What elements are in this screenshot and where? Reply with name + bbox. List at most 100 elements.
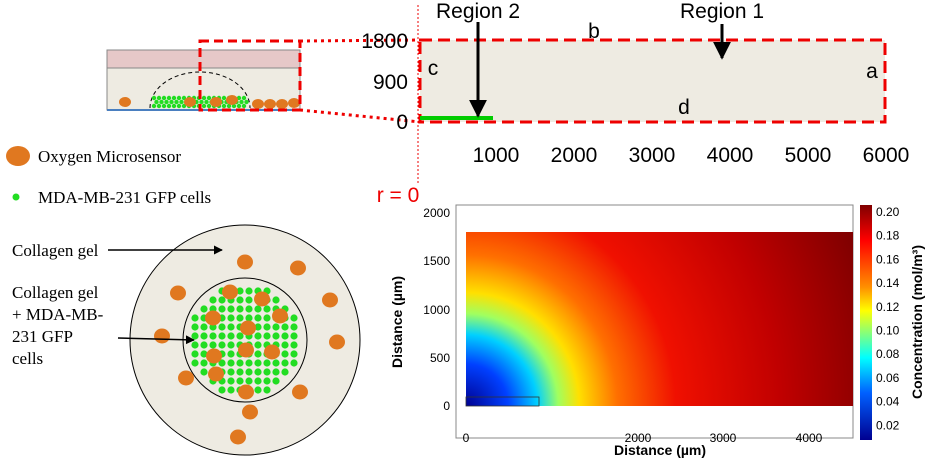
cell-dot bbox=[218, 296, 226, 304]
cell-dot bbox=[227, 341, 235, 349]
cell-dot bbox=[263, 377, 271, 385]
cell-dot bbox=[245, 377, 253, 385]
cell-dot bbox=[236, 332, 244, 340]
cell-dot bbox=[191, 314, 199, 322]
y-tick-label: 900 bbox=[373, 71, 408, 94]
cell-dot bbox=[254, 377, 262, 385]
cell-dot bbox=[290, 332, 298, 340]
sensor-dot bbox=[230, 429, 246, 445]
cell-dot bbox=[236, 103, 242, 109]
label: Collagen gel bbox=[12, 283, 99, 302]
medium bbox=[106, 49, 301, 69]
sensor-dot bbox=[290, 260, 306, 276]
label: 231 GFP bbox=[12, 327, 73, 346]
colorbar-tick-label: 0.02 bbox=[876, 418, 900, 432]
cell-dome bbox=[149, 71, 251, 109]
sensor-dot bbox=[238, 342, 254, 358]
cell-dot bbox=[281, 323, 289, 331]
zoom-line bbox=[299, 38, 421, 43]
cell-dot bbox=[200, 341, 208, 349]
cell-dot bbox=[272, 377, 280, 385]
cell-dot bbox=[204, 99, 209, 105]
cell-dot bbox=[227, 332, 235, 340]
colorbar-tick-label: 0.06 bbox=[876, 371, 900, 385]
cell-dot bbox=[281, 341, 289, 349]
x-tick-label: 2000 bbox=[551, 144, 598, 167]
sensor-dot bbox=[170, 285, 186, 301]
colorbar-tick-label: 0.18 bbox=[876, 229, 900, 243]
cell-dot bbox=[191, 341, 199, 349]
sensor-dot bbox=[222, 284, 238, 300]
colorbar-tick-label: 0.10 bbox=[876, 324, 900, 338]
zoom-box bbox=[198, 39, 302, 112]
cell-dot bbox=[239, 99, 244, 105]
cell-dot bbox=[218, 341, 226, 349]
sensor-dot bbox=[240, 320, 256, 336]
sensor-dot bbox=[242, 404, 258, 420]
arrow bbox=[117, 335, 195, 345]
colorbar bbox=[860, 205, 872, 440]
cell-dot bbox=[281, 350, 289, 358]
cell-dot bbox=[290, 323, 298, 331]
cell-dot bbox=[151, 103, 157, 109]
sensor-dot bbox=[264, 99, 276, 109]
cell-dot bbox=[254, 368, 262, 376]
side-schematic bbox=[106, 38, 421, 124]
colorbar-tick-label: 0.14 bbox=[876, 276, 900, 290]
cell-dot bbox=[227, 377, 235, 385]
cell-dot bbox=[227, 305, 235, 313]
cell-dot bbox=[254, 314, 262, 322]
cell-dot bbox=[245, 359, 253, 367]
edge-label: a bbox=[866, 60, 878, 83]
cell-dot bbox=[200, 305, 208, 313]
cell-dot bbox=[241, 103, 247, 109]
colorbar-tick-label: 0.04 bbox=[876, 395, 900, 409]
legend-label: Oxygen Microsensor bbox=[38, 147, 181, 166]
cell-dot bbox=[221, 95, 227, 101]
cell-dot bbox=[209, 332, 217, 340]
sensor-dot bbox=[288, 98, 300, 108]
cell-dot bbox=[166, 103, 172, 109]
colorbar-tick-label: 0.12 bbox=[876, 300, 900, 314]
cell-dot bbox=[164, 99, 169, 105]
cell-dot bbox=[236, 287, 244, 295]
x-tick-label: 6000 bbox=[863, 144, 910, 167]
cell-dot bbox=[227, 386, 235, 394]
colorbar-label: Concentration (mol/m³) bbox=[909, 245, 925, 399]
cell-dot bbox=[227, 323, 235, 331]
cell-dot bbox=[263, 332, 271, 340]
sensor-dot bbox=[237, 254, 253, 270]
domain: Region 2 Region 1 b a c d 1800 900 0 100… bbox=[361, 0, 909, 207]
cell-dot bbox=[236, 368, 244, 376]
cell-dot bbox=[245, 296, 253, 304]
cell-dot bbox=[176, 103, 182, 109]
sensor-dot bbox=[276, 99, 288, 109]
cell-dot bbox=[245, 287, 253, 295]
cell-dot bbox=[159, 99, 164, 105]
cell-dot bbox=[272, 332, 280, 340]
cell-dot bbox=[281, 359, 289, 367]
cell-dot bbox=[281, 368, 289, 376]
y-tick-label: 500 bbox=[430, 351, 450, 365]
cell-dot bbox=[263, 314, 271, 322]
cell-dot bbox=[290, 359, 298, 367]
cell-dot bbox=[226, 103, 232, 109]
edge-label: c bbox=[428, 57, 439, 80]
sensor-dot bbox=[208, 366, 224, 382]
label: cells bbox=[12, 349, 43, 368]
cell-dot bbox=[201, 103, 207, 109]
sensor-dot bbox=[238, 384, 254, 400]
y-tick-label: 1800 bbox=[361, 30, 408, 53]
cell-icon bbox=[12, 193, 20, 201]
cell-dot bbox=[201, 95, 207, 101]
sensor-dot bbox=[178, 370, 194, 386]
cell-dot bbox=[254, 305, 262, 313]
cell-dot bbox=[218, 305, 226, 313]
cell-dot bbox=[241, 95, 247, 101]
cell-dot bbox=[154, 99, 159, 105]
cell-dot bbox=[263, 323, 271, 331]
x-tick-label: 2000 bbox=[625, 431, 652, 445]
cell-dot bbox=[254, 386, 262, 394]
cell-dot bbox=[227, 314, 235, 322]
